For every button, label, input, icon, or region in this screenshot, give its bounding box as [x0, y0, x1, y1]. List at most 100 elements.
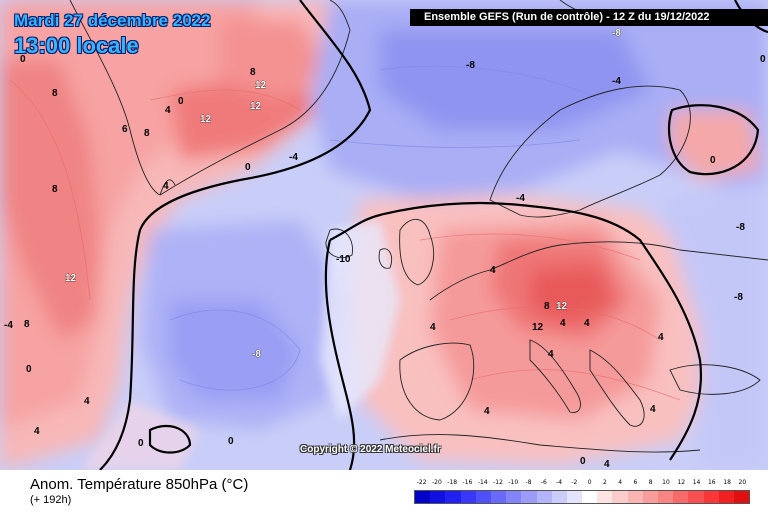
legend-label: 8 — [648, 479, 653, 486]
legend-label: 2 — [602, 479, 607, 486]
map-label: -4 — [612, 76, 621, 87]
map-label: 12 — [200, 114, 212, 125]
map-title: Anom. Température 850hPa (°C) — [30, 476, 249, 493]
legend-label: 6 — [633, 479, 638, 486]
legend-label: -4 — [556, 479, 563, 486]
map-label: -8 — [466, 60, 475, 71]
legend-swatch — [582, 491, 598, 503]
zero-isotherm-lines — [99, 0, 768, 470]
map-label: 4 — [165, 105, 171, 116]
map-label: 0 — [710, 155, 716, 166]
legend-swatch — [597, 491, 613, 503]
map-label: 0 — [20, 54, 26, 65]
legend-color-bar — [414, 490, 750, 504]
map-label: -8 — [736, 222, 745, 233]
legend-swatch — [430, 491, 446, 503]
map-label: 4 — [658, 332, 664, 343]
map-label: 8 — [250, 67, 256, 78]
legend-label: 12 — [677, 479, 686, 486]
legend-label: -22 — [416, 479, 427, 486]
map-label: 0 — [580, 456, 586, 467]
legend-label: -18 — [447, 479, 458, 486]
legend-label: -12 — [493, 479, 503, 486]
map-label: 12 — [65, 273, 77, 284]
map-label: 12 — [556, 301, 568, 312]
legend-label: 16 — [707, 479, 716, 486]
map-label: 8 — [52, 184, 58, 195]
legend-label: -2 — [571, 479, 578, 486]
map-label: 4 — [490, 265, 496, 276]
map-label: 12 — [532, 322, 544, 333]
legend-swatch — [627, 491, 643, 503]
legend-label: 20 — [738, 479, 747, 486]
legend-swatch — [688, 491, 704, 503]
anomaly-shading — [0, 0, 768, 470]
legend-swatch — [673, 491, 689, 503]
contour-lines — [9, 79, 681, 401]
map-label: 4 — [84, 396, 90, 407]
map-label: 8 — [52, 88, 58, 99]
legend-label: 10 — [662, 479, 670, 486]
map-label: 8 — [144, 128, 150, 139]
legend-swatch — [536, 491, 552, 503]
legend-swatch — [703, 491, 719, 503]
legend-label: -14 — [477, 479, 488, 486]
map-label: -4 — [289, 152, 298, 163]
legend-label: 18 — [723, 479, 731, 486]
legend-swatch — [490, 491, 507, 503]
legend-label: 0 — [587, 479, 592, 486]
cold-contours — [169, 65, 601, 391]
map-label: 4 — [560, 318, 566, 329]
legend-swatch — [612, 491, 628, 503]
map-label: -10 — [336, 254, 351, 265]
map-label: 8 — [24, 319, 30, 330]
forecast-hour: (+ 192h) — [30, 494, 72, 506]
map-label: -8 — [252, 349, 261, 360]
legend-swatch — [642, 491, 658, 503]
map-label: 4 — [548, 349, 554, 360]
legend-swatch — [658, 491, 674, 503]
map-label: 4 — [34, 426, 40, 437]
model-run-banner: Ensemble GEFS (Run de contrôle) - 12 Z d… — [410, 9, 768, 26]
map-label: 4 — [604, 459, 610, 470]
legend-label: -16 — [462, 479, 473, 486]
map-label: 0 — [245, 162, 251, 173]
legend-label: -8 — [525, 479, 532, 486]
map-label: 4 — [430, 322, 436, 333]
legend-swatch — [551, 491, 567, 503]
legend-label: -10 — [508, 479, 519, 486]
map-label: 12 — [250, 101, 262, 112]
map-label: 4 — [650, 404, 656, 415]
map-label: 6 — [122, 124, 128, 135]
map-label: -4 — [516, 193, 525, 204]
legend-swatch — [415, 491, 431, 503]
map-label: 0 — [178, 96, 184, 107]
coastlines — [69, 0, 768, 453]
legend-swatch — [460, 491, 476, 503]
legend-label: -6 — [540, 479, 547, 486]
legend-labels: -22 -20 -18 -16 -14 -12 -10 -8 -6 -4 -2 0 2 4 6 8 10 12 14… — [414, 479, 750, 489]
legend-label: 4 — [618, 479, 623, 486]
copyright-text: Copyright © 2022 Meteociel.fr — [300, 444, 441, 455]
legend-swatch — [475, 491, 491, 503]
map-label: 4 — [163, 181, 169, 192]
anomaly-value-labels: -8 0 8 12 12 8 6 8 4 12 0 4 12 8 0 -4 -8… — [4, 28, 766, 470]
legend-swatch — [566, 491, 583, 503]
legend-label: -20 — [432, 479, 442, 486]
legend-swatch — [521, 491, 537, 503]
map-label: 0 — [138, 438, 144, 449]
map-label: 0 — [228, 436, 234, 447]
map-label: 4 — [584, 318, 590, 329]
color-scale-legend: -22 -20 -18 -16 -14 -12 -10 -8 -6 -4 -2 0 2 4 6 8 10 12 14… — [414, 479, 750, 504]
map-label: 12 — [255, 80, 267, 91]
map-label: -4 — [4, 320, 13, 331]
map-label: 0 — [26, 364, 32, 375]
legend-swatch — [506, 491, 522, 503]
temperature-anomaly-map: -8 0 8 12 12 8 6 8 4 12 0 4 12 8 0 -4 -8… — [0, 0, 768, 470]
forecast-date: Mardi 27 décembre 2022 — [14, 11, 211, 30]
map-label: 8 — [544, 301, 550, 312]
forecast-time: 13:00 locale — [14, 33, 139, 58]
map-label: 4 — [484, 406, 490, 417]
legend-swatch — [445, 491, 461, 503]
map-label: 0 — [760, 54, 766, 65]
